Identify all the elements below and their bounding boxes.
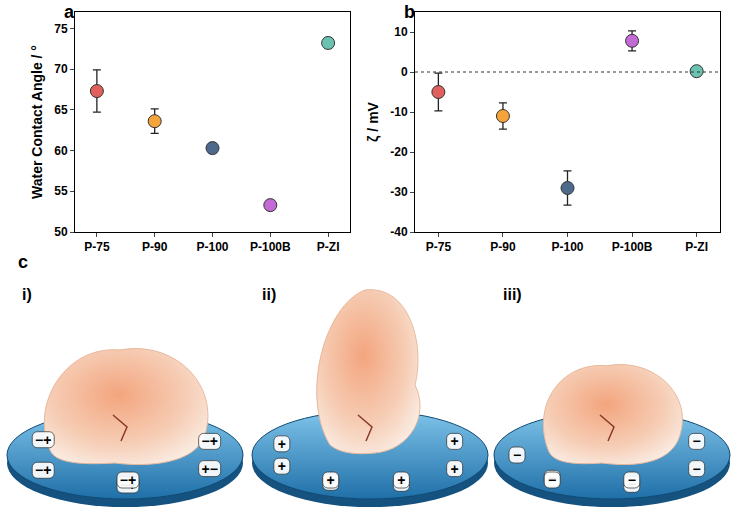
svg-text:P-ZI: P-ZI	[685, 240, 708, 254]
svg-text:Water Contact Angle / °: Water Contact Angle / °	[29, 45, 45, 199]
svg-text:+: +	[397, 475, 405, 491]
svg-text:-40: -40	[390, 225, 408, 239]
svg-text:-30: -30	[390, 185, 408, 199]
svg-text:−+: −+	[35, 432, 51, 448]
svg-text:0: 0	[401, 65, 408, 79]
svg-text:c: c	[18, 252, 28, 272]
svg-text:+: +	[327, 474, 335, 490]
svg-text:+: +	[451, 461, 459, 477]
svg-text:ζ / mV: ζ / mV	[365, 101, 381, 142]
svg-text:-10: -10	[390, 105, 408, 119]
svg-text:P-90: P-90	[142, 240, 168, 254]
svg-text:50: 50	[54, 225, 68, 239]
svg-text:−: −	[628, 476, 636, 492]
svg-text:−+: −+	[120, 472, 136, 488]
svg-text:P-100: P-100	[196, 240, 228, 254]
svg-text:P-90: P-90	[490, 240, 516, 254]
svg-text:i): i)	[22, 286, 32, 303]
svg-text:75: 75	[54, 22, 68, 36]
svg-text:−: −	[513, 447, 521, 463]
svg-text:60: 60	[54, 144, 68, 158]
svg-text:−: −	[693, 461, 701, 477]
svg-text:+: +	[451, 433, 459, 449]
svg-text:a: a	[64, 2, 75, 22]
svg-text:−: −	[548, 470, 556, 486]
svg-text:65: 65	[54, 103, 68, 117]
svg-text:P-100: P-100	[551, 240, 583, 254]
svg-text:+: +	[278, 458, 286, 474]
svg-text:P-100B: P-100B	[250, 240, 291, 254]
svg-text:70: 70	[54, 62, 68, 76]
svg-text:P-75: P-75	[426, 240, 452, 254]
svg-text:+−: +−	[201, 461, 217, 477]
svg-text:ii): ii)	[262, 286, 276, 303]
svg-text:iii): iii)	[503, 286, 522, 303]
svg-text:-20: -20	[390, 145, 408, 159]
svg-text:−+: −+	[120, 477, 136, 493]
svg-text:−: −	[548, 472, 556, 488]
svg-text:−: −	[693, 433, 701, 449]
svg-text:+: +	[397, 472, 405, 488]
svg-text:−: −	[628, 472, 636, 488]
svg-text:−+: −+	[201, 433, 217, 449]
svg-text:+: +	[278, 436, 286, 452]
svg-text:P-ZI: P-ZI	[317, 240, 340, 254]
svg-text:+: +	[327, 472, 335, 488]
svg-text:55: 55	[54, 184, 68, 198]
svg-text:−+: −+	[35, 462, 51, 478]
svg-text:10: 10	[394, 25, 408, 39]
svg-text:P-75: P-75	[84, 240, 110, 254]
svg-text:P-100B: P-100B	[612, 240, 653, 254]
svg-text:b: b	[404, 2, 415, 22]
